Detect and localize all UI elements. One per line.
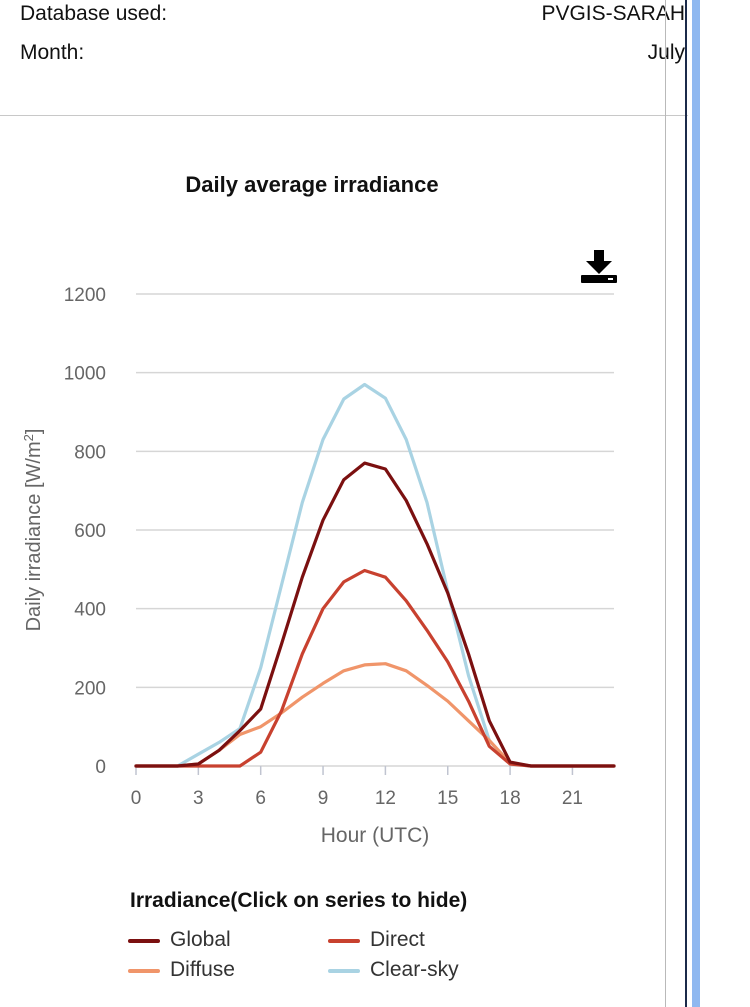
x-tick-label: 0 bbox=[131, 788, 142, 809]
y-tick-label: 1200 bbox=[64, 285, 106, 306]
panel-border bbox=[665, 0, 666, 1007]
download-icon[interactable] bbox=[578, 246, 620, 286]
legend-label: Global bbox=[170, 928, 231, 951]
legend-swatch bbox=[328, 969, 360, 973]
x-tick-label: 15 bbox=[437, 788, 458, 809]
window-edge-line bbox=[685, 0, 687, 1007]
x-tick-label: 9 bbox=[318, 788, 329, 809]
x-tick-label: 18 bbox=[500, 788, 521, 809]
x-tick-label: 6 bbox=[255, 788, 266, 809]
chart-title: Daily average irradiance bbox=[185, 172, 439, 197]
legend-title: Irradiance(Click on series to hide) bbox=[130, 889, 468, 912]
legend-label: Direct bbox=[370, 928, 425, 951]
y-tick-label: 1000 bbox=[64, 364, 106, 385]
month-label: Month: bbox=[20, 41, 85, 64]
x-tick-label: 12 bbox=[375, 788, 396, 809]
database-value: PVGIS-SARAH bbox=[541, 2, 685, 25]
legend-swatch bbox=[128, 969, 160, 973]
legend-label: Clear-sky bbox=[370, 958, 459, 981]
legend-swatch bbox=[128, 939, 160, 943]
y-tick-label: 0 bbox=[95, 757, 106, 778]
x-tick-label: 21 bbox=[562, 788, 583, 809]
x-tick-label: 3 bbox=[193, 788, 204, 809]
legend-swatch bbox=[328, 939, 360, 943]
series-line-global bbox=[134, 461, 616, 768]
x-axis-title: Hour (UTC) bbox=[321, 824, 430, 847]
y-tick-label: 200 bbox=[74, 678, 106, 699]
y-tick-label: 600 bbox=[74, 521, 106, 542]
scrollbar-track[interactable] bbox=[692, 0, 700, 1007]
series-line-direct bbox=[134, 568, 616, 768]
y-tick-label: 800 bbox=[74, 442, 106, 463]
y-tick-label: 400 bbox=[74, 600, 106, 621]
y-axis-title: Daily irradiance [W/m2] bbox=[21, 429, 46, 632]
month-value: July bbox=[647, 41, 685, 64]
database-label: Database used: bbox=[20, 2, 168, 25]
section-divider bbox=[0, 115, 688, 116]
legend-label: Diffuse bbox=[170, 958, 235, 981]
